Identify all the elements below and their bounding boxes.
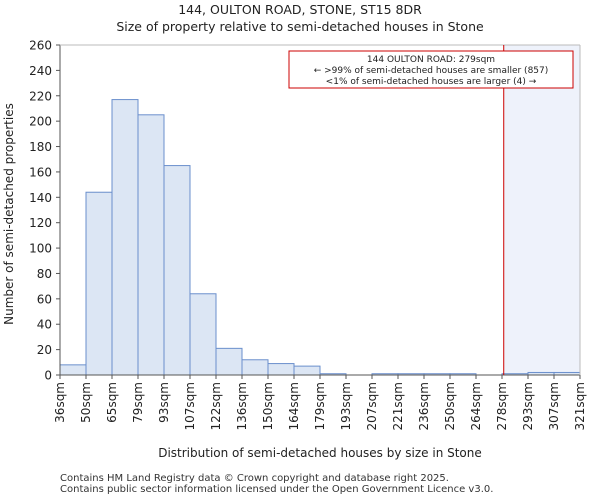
x-tick-label: 307sqm: [547, 382, 561, 430]
x-tick-label: 221sqm: [391, 382, 405, 430]
x-tick-label: 79sqm: [131, 382, 145, 423]
x-tick-label: 264sqm: [469, 382, 483, 430]
y-tick-label: 220: [29, 89, 52, 103]
histogram-bar: [215, 347, 243, 376]
y-tick-label: 20: [37, 343, 52, 357]
x-tick-label: 207sqm: [365, 382, 379, 430]
y-tick-label: 140: [29, 191, 52, 205]
histogram-bar: [293, 365, 321, 376]
histogram-bar: [267, 363, 295, 376]
x-axis-label: Distribution of semi-detached houses by …: [158, 446, 482, 460]
x-tick-label: 193sqm: [339, 382, 353, 430]
x-tick-label: 122sqm: [209, 382, 223, 430]
x-tick-label: 236sqm: [417, 382, 431, 430]
x-tick-label: 50sqm: [79, 382, 93, 423]
chart-title: 144, OULTON ROAD, STONE, ST15 8DR: [178, 2, 422, 17]
histogram-bar: [111, 99, 139, 376]
x-tick-label: 136sqm: [235, 382, 249, 430]
y-tick-label: 60: [37, 292, 52, 306]
x-tick-label: 278sqm: [495, 382, 509, 430]
histogram-bar: [163, 165, 191, 376]
histogram-bar: [189, 293, 217, 376]
y-axis-label: Number of semi-detached properties: [2, 103, 16, 325]
x-tick-label: 150sqm: [261, 382, 275, 430]
attribution-line-1: Contains HM Land Registry data © Crown c…: [60, 473, 449, 484]
x-tick-label: 179sqm: [313, 382, 327, 430]
y-tick-label: 80: [37, 267, 52, 281]
attribution-line-2: Contains public sector information licen…: [60, 484, 494, 495]
attribution-footer: Contains HM Land Registry data © Crown c…: [60, 473, 493, 495]
x-tick-label: 293sqm: [521, 382, 535, 430]
x-tick-label: 93sqm: [157, 382, 171, 423]
histogram-bar: [85, 191, 113, 376]
y-tick-label: 260: [29, 39, 52, 53]
x-tick-label: 164sqm: [287, 382, 301, 430]
y-tick-label: 240: [29, 64, 52, 78]
x-tick-label: 65sqm: [105, 382, 119, 423]
histogram-bar: [59, 364, 87, 376]
y-tick-label: 200: [29, 115, 52, 129]
annotation-line-2: ← >99% of semi-detached houses are small…: [314, 66, 549, 76]
x-tick-label: 321sqm: [573, 382, 587, 430]
y-tick-label: 180: [29, 140, 52, 154]
y-tick-label: 0: [44, 369, 52, 383]
y-tick-label: 100: [29, 242, 52, 256]
chart-title-block: 144, OULTON ROAD, STONE, ST15 8DR Size o…: [0, 1, 600, 35]
y-tick-label: 40: [37, 318, 52, 332]
histogram-bar: [241, 359, 269, 376]
x-tick-label: 107sqm: [183, 382, 197, 430]
annotation-box: [288, 50, 574, 89]
histogram-bar: [137, 114, 165, 376]
x-tick-label: 250sqm: [443, 382, 457, 430]
larger-region-shading: [503, 45, 580, 375]
annotation-line-3: <1% of semi-detached houses are larger (…: [326, 77, 537, 87]
annotation-line-1: 144 OULTON ROAD: 279sqm: [367, 55, 495, 65]
x-tick-label: 36sqm: [53, 382, 67, 423]
y-tick-label: 160: [29, 165, 52, 179]
chart-subtitle: Size of property relative to semi-detach…: [116, 19, 484, 34]
y-tick-label: 120: [29, 216, 52, 230]
